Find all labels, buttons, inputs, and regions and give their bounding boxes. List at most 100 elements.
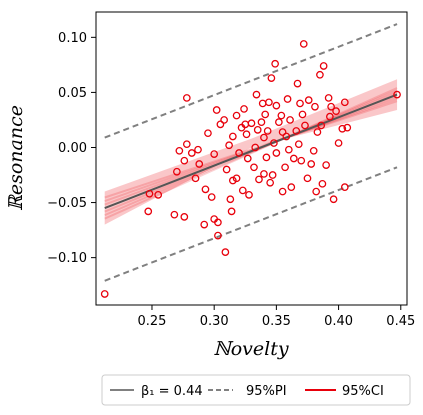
data-point — [292, 127, 301, 135]
x-tick-label: 0.45 — [386, 314, 415, 329]
data-point — [270, 139, 278, 147]
ci-sample-line — [104, 89, 398, 217]
y-tick-label: −0.10 — [47, 251, 87, 266]
data-point — [301, 121, 309, 130]
data-point — [251, 143, 260, 152]
y-axis: −0.10 −0.05 0.00 0.05 0.10 — [47, 31, 96, 266]
data-point — [293, 79, 302, 88]
data-point — [296, 99, 304, 108]
data-point — [338, 124, 347, 133]
data-point — [247, 119, 256, 128]
data-point — [220, 116, 228, 124]
data-point — [289, 154, 298, 163]
x-tick-label: 0.40 — [324, 314, 353, 329]
data-point — [327, 102, 335, 111]
data-point — [268, 171, 277, 179]
data-point — [277, 111, 286, 120]
data-point — [326, 112, 334, 121]
pi-upper-line — [104, 23, 398, 139]
data-point — [262, 153, 271, 162]
x-tick-label: 0.25 — [138, 314, 167, 329]
data-point — [312, 187, 321, 196]
ci-sample-line — [104, 100, 398, 199]
x-axis-label: ℕovelty — [213, 338, 288, 360]
data-point — [253, 126, 262, 134]
data-point — [180, 156, 189, 165]
data-point — [100, 290, 109, 298]
x-tick-label: 0.30 — [200, 314, 229, 329]
scatter-points — [100, 40, 401, 298]
ci-band-area — [104, 79, 398, 225]
data-point — [194, 145, 202, 154]
data-point — [283, 95, 292, 103]
data-point — [226, 195, 235, 204]
data-point — [235, 149, 243, 157]
y-tick-label: 0.10 — [58, 31, 87, 46]
data-point — [272, 149, 281, 157]
data-point — [201, 185, 210, 194]
data-point — [298, 110, 307, 119]
plot-frame — [95, 11, 408, 306]
data-point — [238, 186, 247, 195]
data-point — [261, 110, 270, 119]
data-point — [182, 140, 191, 149]
data-point — [278, 128, 287, 136]
data-point — [154, 190, 163, 199]
x-tick-label: 0.35 — [262, 314, 291, 329]
data-point — [313, 128, 322, 136]
data-point — [242, 130, 251, 139]
data-point — [324, 94, 333, 102]
data-point — [180, 213, 189, 221]
data-point — [329, 195, 338, 204]
data-point — [303, 174, 312, 183]
data-point — [343, 123, 352, 132]
data-point — [318, 179, 327, 188]
data-point — [243, 154, 252, 163]
data-point — [255, 175, 263, 184]
regression-line — [104, 93, 398, 209]
data-point — [282, 132, 291, 141]
data-point — [212, 106, 221, 114]
data-point — [304, 96, 313, 104]
ci-sample-line — [104, 98, 398, 202]
data-point — [263, 127, 272, 135]
data-point — [214, 231, 222, 240]
ci-sample-line — [104, 87, 398, 220]
data-point — [316, 70, 324, 79]
data-point — [207, 193, 216, 201]
data-point — [175, 146, 184, 155]
data-point — [287, 183, 296, 191]
data-point — [284, 145, 293, 154]
legend: β₁ = 0.44 95%PI 95%CI — [101, 374, 411, 406]
data-point — [187, 149, 196, 157]
data-point — [145, 189, 154, 198]
data-point — [240, 105, 248, 113]
data-point — [182, 94, 191, 102]
data-point — [225, 141, 233, 150]
data-point — [334, 139, 343, 147]
data-point — [340, 183, 349, 191]
data-point — [204, 129, 212, 138]
data-point — [272, 101, 281, 110]
data-point — [260, 133, 268, 142]
legend-fit-label: β₁ = 0.44 — [141, 384, 203, 399]
data-point — [195, 160, 204, 168]
data-point — [266, 178, 275, 187]
data-point — [332, 107, 340, 115]
data-point — [173, 167, 181, 176]
y-tick-label: 0.00 — [58, 141, 87, 156]
data-point — [275, 118, 283, 127]
data-point — [232, 174, 241, 183]
fit-line — [104, 93, 398, 209]
data-point — [228, 132, 237, 141]
data-point — [191, 174, 200, 183]
data-point — [214, 218, 222, 227]
data-point — [245, 190, 253, 199]
data-point — [227, 207, 236, 216]
data-point — [322, 161, 330, 169]
data-point — [297, 156, 306, 165]
legend-pi-label: 95%PI — [246, 384, 287, 399]
legend-ci-label: 95%CI — [342, 384, 384, 399]
